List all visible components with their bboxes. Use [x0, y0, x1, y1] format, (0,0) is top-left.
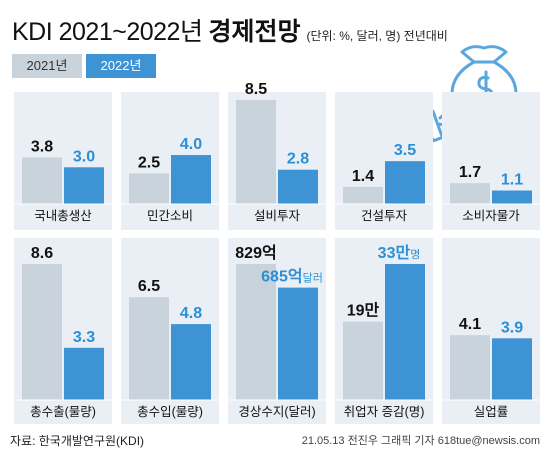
panel-10-value-2021: 4.1	[459, 316, 481, 333]
panel-1-value-2022: 3.0	[73, 148, 95, 165]
panel-2-value-2021: 2.5	[138, 154, 160, 171]
unit-note: (단위: %, 달러, 명) 전년대비	[306, 29, 448, 43]
panel-10-category-label: 실업률	[474, 405, 509, 419]
panel-7-category-label: 총수입(물량)	[137, 405, 203, 419]
panel-6-bar-2021	[22, 264, 62, 400]
panel-5-value-2022: 1.1	[501, 172, 523, 189]
panel-4-category-label: 건설투자	[361, 209, 408, 223]
panel-6-value-2021: 8.6	[31, 245, 53, 262]
panel-9-unit: 명	[410, 248, 420, 261]
panel-8-value-2021: 829억	[235, 243, 276, 262]
panel-2-value-2022: 4.0	[180, 136, 202, 153]
panel-7-value-2022: 4.8	[180, 305, 202, 322]
panel-9-value-2022: 33만명	[378, 244, 421, 262]
title-bold: 경제전망	[208, 18, 301, 46]
panel-9-value-2021: 19만	[347, 302, 380, 320]
panel-8-bar-2022	[278, 287, 318, 400]
panel-9-category-label: 취업자 증감(명)	[344, 405, 425, 419]
panel-8-category-label: 경상수지(달러)	[238, 405, 315, 419]
source-note: 자료: 한국개발연구원(KDI)	[10, 434, 145, 448]
panel-10-value-2022: 3.9	[501, 319, 523, 336]
panel-3-category-label: 설비투자	[254, 209, 301, 223]
legend-2021: 2021년	[12, 54, 82, 78]
panel-4-bar-2022	[385, 161, 425, 204]
panel-5-bg	[442, 92, 540, 230]
panel-1-value-2021: 3.8	[31, 139, 53, 156]
panel-2-bar-2021	[129, 173, 169, 204]
panel-5-value-2021: 1.7	[459, 164, 481, 181]
panel-1-bar-2021	[22, 157, 62, 204]
panel-2-bar-2022	[171, 155, 211, 204]
panel-5-category-label: 소비자물가	[462, 209, 520, 223]
title-main: KDI 2021~2022년	[12, 18, 203, 46]
panel-2-category-label: 민간소비	[147, 209, 193, 223]
legend: 2021년 2022년	[12, 54, 160, 78]
panel-1-bar-2022	[64, 167, 104, 204]
panel-6-bar-2022	[64, 347, 104, 400]
panel-10-bar-2021	[450, 335, 490, 400]
panel-8-bar-2021	[236, 264, 276, 400]
panel-7-bar-2021	[129, 297, 169, 400]
panel-1-category-label: 국내총생산	[34, 209, 92, 223]
panel-8-unit: 달러	[303, 272, 323, 285]
panel-3-value-2022: 2.8	[287, 151, 309, 168]
panel-4-bg	[335, 92, 433, 230]
panel-9-bar-2022	[385, 264, 425, 400]
legend-2022: 2022년	[86, 54, 156, 78]
panel-10-bar-2022	[492, 338, 532, 400]
credit-note: 21.05.13 전진우 그래픽 기자 618tue@newsis.com	[301, 435, 540, 447]
panel-7-bar-2022	[171, 324, 211, 400]
panel-5-bar-2021	[450, 183, 490, 204]
panel-6-category-label: 총수출(물량)	[30, 405, 96, 419]
panel-9-bar-2021	[343, 321, 383, 400]
panel-5-bar-2022	[492, 190, 532, 204]
panel-3-value-2021: 8.5	[245, 81, 267, 98]
panel-4-bar-2021	[343, 186, 383, 204]
panel-4-value-2021: 1.4	[352, 168, 374, 185]
panel-7-value-2021: 6.5	[138, 278, 160, 295]
panel-3-bar-2022	[278, 169, 318, 204]
chart-title: KDI 2021~2022년 경제전망 (단위: %, 달러, 명) 전년대비	[12, 12, 448, 46]
panel-6-value-2022: 3.3	[73, 329, 95, 346]
panel-3-bar-2021	[236, 100, 276, 204]
panel-4-value-2022: 3.5	[394, 142, 416, 159]
